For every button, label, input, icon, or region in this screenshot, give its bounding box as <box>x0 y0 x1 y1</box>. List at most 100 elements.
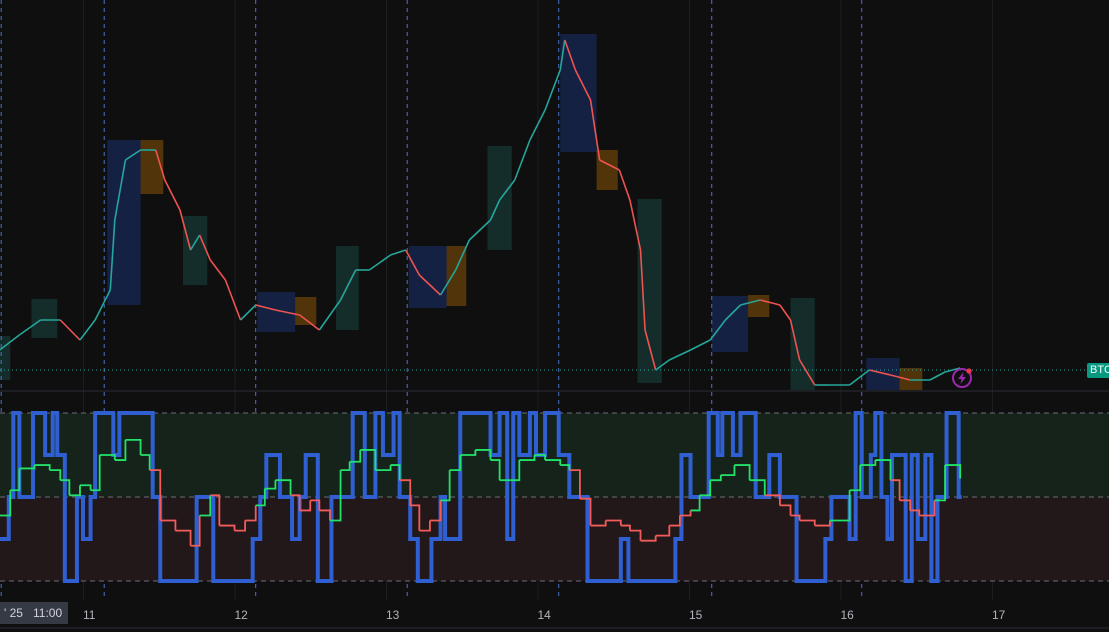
signal-segment <box>814 520 831 527</box>
lightning-icon <box>958 372 966 384</box>
price-segment <box>589 99 601 161</box>
price-segment <box>0 334 20 351</box>
signal-segment <box>275 479 292 496</box>
signal-segment <box>829 490 851 522</box>
signal-segment <box>605 519 622 526</box>
signal-segment <box>579 497 592 526</box>
price-segment <box>529 109 546 141</box>
price-segment <box>869 369 891 376</box>
signal-segment <box>99 454 116 461</box>
price-segment <box>94 289 111 321</box>
signal-segment <box>475 449 492 461</box>
signal-segment <box>429 500 442 522</box>
orange-zone-box <box>899 368 923 390</box>
orange-zone-box <box>295 297 317 325</box>
price-segment <box>655 359 670 371</box>
price-segment <box>599 159 620 171</box>
price-segment <box>929 371 946 381</box>
price-segment <box>709 319 726 341</box>
orange-zone-box <box>748 295 770 317</box>
signal-segment <box>710 475 722 482</box>
signal-segment <box>319 509 331 521</box>
signal-segment <box>860 460 877 466</box>
price-segment <box>390 249 406 256</box>
signal-segment <box>219 524 236 531</box>
signal-segment <box>779 504 792 516</box>
signal-segment <box>79 484 92 491</box>
price-segment <box>890 374 911 381</box>
price-segment <box>468 219 492 241</box>
signal-segment <box>919 500 936 517</box>
signal-segment <box>264 480 277 490</box>
price-segment <box>339 269 357 301</box>
signal-segment <box>90 455 101 492</box>
price-segment <box>18 319 42 336</box>
green-zone-box <box>790 298 815 390</box>
price-segment <box>198 234 211 261</box>
signal-segment <box>640 535 657 542</box>
signal-segment <box>190 515 201 547</box>
symbol-price-label: BTC <box>1087 363 1109 378</box>
price-segment <box>514 139 531 181</box>
price-segment <box>668 349 691 361</box>
signal-segment <box>349 449 362 463</box>
time-tick-label: 11 <box>83 608 96 622</box>
price-segment <box>224 279 242 321</box>
signal-segment <box>669 515 681 527</box>
signal-segment <box>734 464 751 481</box>
signal-segment <box>569 469 581 499</box>
price-segment <box>439 269 457 296</box>
signal-segment <box>460 449 477 456</box>
signal-segment <box>360 449 377 471</box>
signal-segment <box>910 509 921 516</box>
signal-segment <box>890 479 901 501</box>
signal-segment <box>849 465 862 492</box>
price-segment <box>690 339 711 351</box>
signal-segment <box>419 520 431 532</box>
price-segment <box>255 304 276 311</box>
price-segment <box>779 304 792 321</box>
signal-segment <box>934 465 946 502</box>
signal-segment <box>234 520 247 532</box>
signal-segment <box>375 465 392 472</box>
time-axis[interactable]: 11 12 13 14 15 16 17 <box>83 608 1006 622</box>
signal-segment <box>519 455 536 461</box>
signal-segment <box>875 459 892 481</box>
signal-segment <box>255 488 266 507</box>
price-segment <box>559 39 566 71</box>
price-segment <box>789 319 801 361</box>
price-segment <box>275 309 300 316</box>
time-tick-label: 12 <box>235 608 249 622</box>
signal-segment <box>690 495 701 512</box>
signal-segment <box>340 461 351 472</box>
signal-segment <box>655 525 671 537</box>
overbought-zone <box>0 413 1109 497</box>
orange-zone-box <box>596 150 618 190</box>
signal-segment <box>199 495 212 517</box>
price-segment <box>114 159 127 221</box>
time-tick-label: 16 <box>841 608 855 622</box>
signal-segment <box>899 499 912 511</box>
price-segment <box>574 69 592 101</box>
price-segment <box>629 199 642 251</box>
price-segment <box>59 319 81 341</box>
signal-segment <box>310 499 321 511</box>
signal-segment <box>440 470 451 502</box>
green-zone-box <box>487 146 512 250</box>
price-segment <box>239 304 257 321</box>
price-segment <box>164 179 181 211</box>
signal-segment <box>799 519 816 526</box>
signal-segment <box>560 464 571 471</box>
signal-segment <box>545 459 562 466</box>
alert-button[interactable] <box>952 368 972 388</box>
price-segment <box>189 234 201 251</box>
signal-segment <box>720 465 736 477</box>
signal-segment <box>299 500 312 512</box>
crosshair-time: 11:00 <box>32 606 63 620</box>
price-segment <box>564 39 577 71</box>
time-tick-label: 15 <box>689 608 703 622</box>
time-tick-label: 17 <box>992 608 1006 622</box>
price-segment <box>179 209 192 251</box>
signal-segment <box>629 529 642 541</box>
